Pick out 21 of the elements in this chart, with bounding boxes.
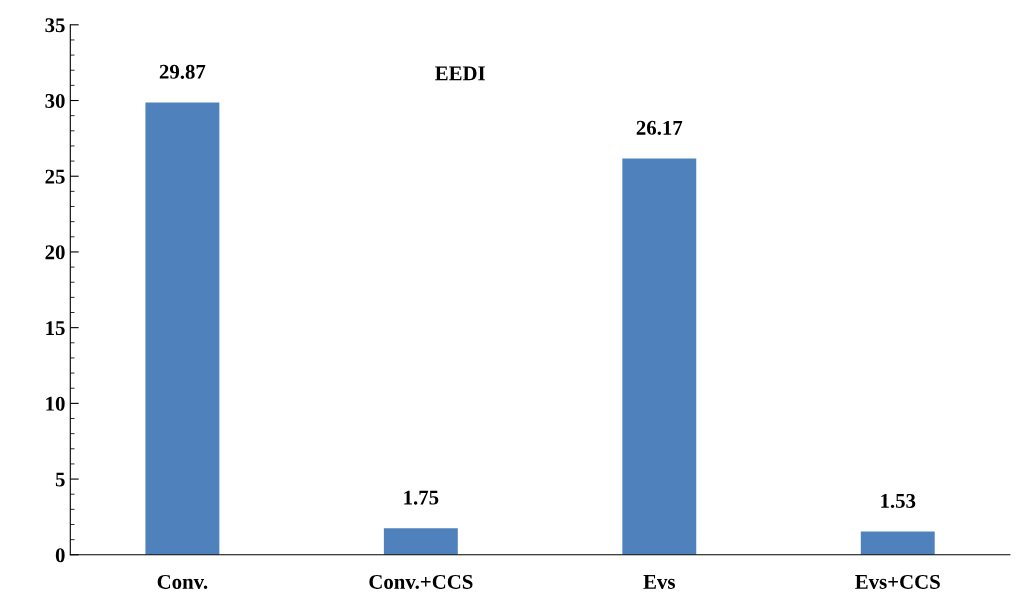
bar (383, 528, 458, 555)
y-tick-label: 5 (55, 472, 65, 487)
text: EEDI (435, 66, 485, 81)
y-tick-label: 20 (45, 245, 65, 260)
x-tick-label: Conv. (157, 574, 208, 589)
y-tick-label: 25 (45, 169, 65, 184)
data-label: 26.17 (636, 120, 683, 135)
data-label: 1.53 (881, 493, 916, 509)
bar (145, 102, 220, 555)
data-label: 1.75 (404, 490, 439, 505)
y-tick-label: 35 (45, 18, 65, 33)
y-tick-label: 10 (46, 396, 65, 411)
x-tick-label: Evs+CCS (855, 574, 940, 589)
y-tick-label: 0 (55, 548, 65, 563)
x-tick-label: Evs (643, 575, 675, 589)
data-label: 29.87 (159, 64, 206, 79)
y-tick-label: 15 (46, 321, 65, 336)
y-tick-label: 30 (45, 93, 65, 108)
x-tick-label: Conv.+CCS (369, 574, 473, 589)
bar (860, 531, 935, 555)
bar (622, 158, 697, 555)
